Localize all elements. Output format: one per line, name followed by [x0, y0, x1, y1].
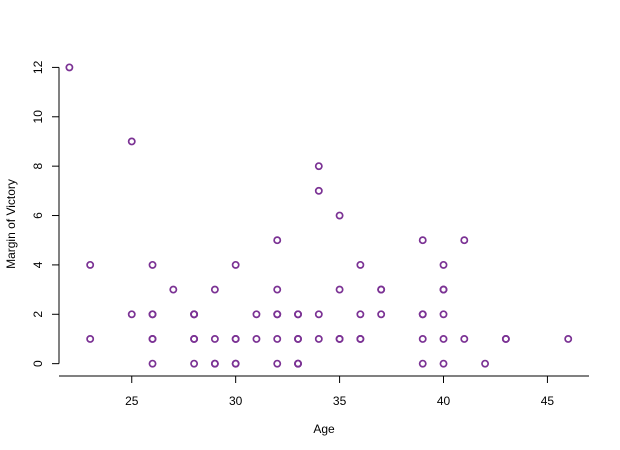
data-point [418, 335, 427, 343]
x-ticks: 25 30 35 40 45 [125, 376, 554, 408]
data-point [127, 137, 136, 146]
data-point [335, 211, 344, 220]
data-point [418, 236, 427, 245]
data-point [273, 310, 282, 319]
data-point [148, 335, 157, 343]
data-point [210, 335, 219, 343]
data-point [314, 335, 323, 343]
data-point [86, 260, 95, 269]
data-points [65, 63, 573, 368]
y-tick-label: 0 [31, 360, 45, 367]
data-point [564, 335, 573, 343]
data-point [335, 335, 344, 343]
data-point [148, 260, 157, 269]
data-point [169, 285, 178, 294]
data-point [273, 236, 282, 245]
data-point [314, 186, 323, 195]
data-point [377, 310, 386, 319]
x-tick-label: 25 [125, 394, 139, 408]
y-tick-label: 8 [31, 163, 45, 170]
data-point [252, 335, 261, 343]
data-point [377, 285, 386, 294]
x-tick-label: 40 [437, 394, 451, 408]
data-point [190, 335, 199, 343]
data-point [273, 335, 282, 343]
data-point [356, 260, 365, 269]
data-point [439, 260, 448, 269]
data-point [481, 359, 490, 368]
axes: 25 30 35 40 45 0 2 4 6 8 10 12 [31, 60, 589, 408]
x-tick-label: 30 [229, 394, 243, 408]
data-point [190, 359, 199, 368]
data-point [65, 63, 74, 72]
data-point [439, 310, 448, 319]
data-point [439, 285, 448, 294]
y-tick-label: 6 [31, 212, 45, 219]
data-point [335, 285, 344, 294]
data-point [439, 359, 448, 368]
data-point [356, 310, 365, 319]
y-axis-title: Margin of Victory [4, 179, 18, 269]
data-point [294, 310, 302, 319]
data-point [231, 335, 240, 343]
data-point [148, 310, 157, 319]
data-point [356, 335, 365, 343]
data-point [231, 260, 240, 269]
data-point [314, 310, 323, 319]
data-point [210, 285, 219, 294]
data-point [231, 359, 240, 368]
data-point [210, 359, 219, 368]
y-ticks: 0 2 4 6 8 10 12 [31, 60, 59, 367]
data-point [190, 310, 199, 319]
data-point [148, 359, 157, 368]
data-point [252, 310, 261, 319]
x-tick-label: 45 [541, 394, 555, 408]
x-tick-label: 35 [333, 394, 347, 408]
data-point [273, 359, 282, 368]
y-tick-label: 10 [31, 110, 45, 124]
data-point [314, 162, 323, 171]
data-point [501, 335, 510, 343]
y-tick-label: 2 [31, 311, 45, 318]
data-point [418, 359, 427, 368]
y-tick-label: 4 [31, 261, 45, 268]
y-tick-label: 12 [31, 60, 45, 74]
data-point [294, 359, 302, 368]
data-point [294, 335, 302, 343]
data-point [460, 236, 469, 245]
x-axis-title: Age [313, 422, 335, 436]
data-point [127, 310, 136, 319]
data-point [86, 335, 95, 343]
data-point [273, 285, 282, 294]
data-point [439, 335, 448, 343]
data-point [460, 335, 469, 343]
data-point [418, 310, 427, 319]
